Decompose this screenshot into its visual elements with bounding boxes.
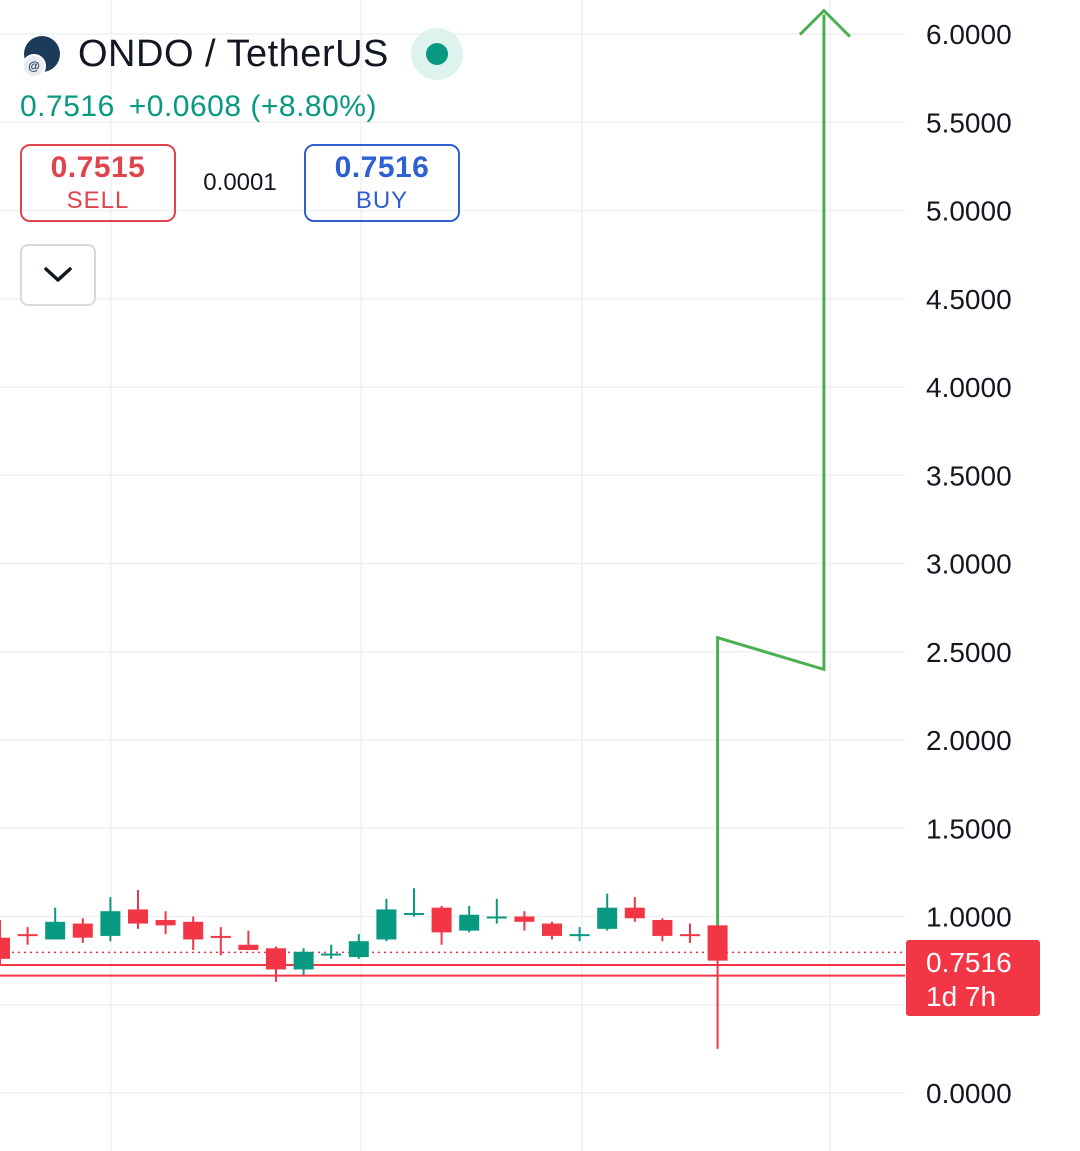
candle-8 (210, 927, 231, 956)
buy-price: 0.7516 (334, 151, 430, 184)
candle-21 (569, 927, 590, 942)
sell-label: SELL (66, 187, 130, 214)
candle-18 (486, 898, 507, 924)
buy-button[interactable]: 0.7516 BUY (304, 144, 460, 222)
candle-body (183, 921, 204, 940)
candle-22 (597, 893, 618, 931)
ondo-logo-icon: @ (20, 32, 64, 78)
candle-17 (459, 905, 480, 933)
y-tick-label-2: 1.5000 (926, 813, 1012, 844)
y-tick-label-3: 2.0000 (926, 725, 1012, 756)
sell-price: 0.7515 (50, 151, 146, 184)
y-tick-label-0: 0.0000 (926, 1078, 1012, 1109)
spread-value: 0.0001 (203, 169, 277, 196)
market-open-dot-icon (410, 28, 463, 80)
candle-body (624, 907, 645, 919)
candle-body (707, 925, 728, 961)
last-price: 0.7516 (20, 90, 115, 123)
sell-button[interactable]: 0.7515 SELL (20, 144, 176, 222)
y-tick-label-8: 4.5000 (926, 284, 1012, 315)
candle-body (514, 916, 535, 922)
candle-body (569, 934, 590, 937)
y-tick-label-10: 5.5000 (926, 107, 1012, 138)
symbol-header: @ ONDO / TetherUS 0.7516 +0.0608 (+8.80%) (20, 28, 463, 124)
candle-body (266, 948, 286, 970)
candle-25 (680, 923, 700, 943)
candle-body (321, 953, 342, 956)
collapse-button[interactable] (20, 244, 96, 306)
price-change: +0.0608 (+8.80%) (128, 90, 377, 123)
candle-26 (707, 918, 728, 1049)
candle-body (0, 937, 10, 959)
trade-panel: 0.7515 SELL 0.0001 0.7516 BUY (20, 144, 460, 222)
last-price-label: 0.7516 (926, 947, 1012, 978)
y-axis: 0.0000 1.0000 1.5000 2.0000 2.5000 3.0000 3.50… (926, 19, 1012, 1109)
annotation-line (716, 14, 826, 926)
candle-body (72, 923, 93, 938)
y-tick-label-4: 2.5000 (926, 637, 1012, 668)
candle-body (128, 909, 148, 924)
candle-1 (17, 927, 38, 945)
candle-body (376, 909, 397, 940)
candle-14 (376, 898, 397, 942)
candle-body (680, 934, 700, 937)
candle-7 (183, 916, 204, 951)
candle-5 (128, 890, 148, 929)
candle-body (17, 934, 38, 937)
candle-body (293, 951, 314, 970)
countdown-label: 1d 7h (926, 981, 996, 1012)
candle-6 (155, 911, 176, 935)
candle-2 (45, 907, 66, 940)
annotation-arrowhead (798, 8, 851, 38)
y-tick-label-11: 6.0000 (926, 19, 1012, 50)
candle-15 (404, 888, 424, 917)
candle-0 (0, 920, 10, 965)
candle-16 (431, 905, 452, 945)
candle-body (210, 935, 231, 938)
candlestick-series (0, 888, 728, 1049)
candle-4 (100, 897, 121, 942)
candle-9 (238, 930, 259, 951)
chevron-down-icon (44, 267, 72, 282)
candle-body (404, 912, 424, 915)
candle-body (45, 921, 66, 940)
price-lines (0, 951, 905, 977)
y-tick-label-1: 1.0000 (926, 902, 1012, 933)
y-tick-label-7: 4.0000 (926, 372, 1012, 403)
last-price-badge-bg (906, 940, 1040, 1016)
candle-13 (348, 934, 369, 959)
candle-body (652, 920, 673, 936)
last-price-badge: 0.7516 1d 7h (906, 940, 1040, 1016)
buy-label: BUY (355, 187, 409, 214)
y-tick-label-5: 3.0000 (926, 549, 1012, 580)
candle-body (459, 914, 480, 931)
candle-body (348, 941, 369, 958)
candle-20 (542, 921, 562, 940)
candle-24 (652, 918, 673, 942)
candle-10 (266, 946, 286, 982)
y-tick-label-9: 5.0000 (926, 196, 1012, 227)
candle-11 (293, 948, 314, 975)
candle-3 (72, 918, 93, 943)
candle-body (542, 923, 562, 936)
candle-19 (514, 911, 535, 931)
symbol-pair[interactable]: ONDO / TetherUS (78, 32, 389, 75)
chart-grid (0, 0, 905, 1151)
candle-23 (624, 897, 645, 922)
candle-body (431, 907, 452, 933)
candle-body (486, 916, 507, 919)
candle-body (597, 907, 618, 929)
y-tick-label-6: 3.5000 (926, 460, 1012, 491)
candle-12 (321, 944, 342, 959)
arrow-annotation (716, 8, 851, 926)
candle-body (155, 920, 176, 926)
candle-body (100, 911, 121, 936)
candle-body (238, 944, 259, 951)
